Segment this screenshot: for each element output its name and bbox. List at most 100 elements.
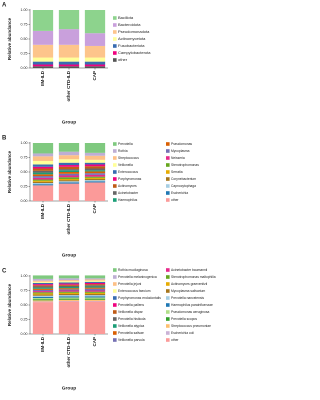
bar-segment: [32, 292, 54, 294]
legend-label: Corynebacterium: [171, 177, 196, 181]
bar-segment: [32, 300, 54, 302]
bar-segment: [58, 166, 80, 170]
y-tick-label: 0.75: [21, 155, 28, 159]
bar-segment: [84, 176, 106, 178]
legend-label: Actinomyces: [118, 184, 137, 188]
bar-segment: [32, 281, 54, 283]
legend-swatch: [113, 289, 117, 293]
x-tick-label: CAP: [92, 71, 97, 81]
y-tick-label: 0.50: [21, 37, 28, 41]
legend-label: Prevotella melaninogenica: [118, 275, 157, 279]
legend-label: Rothia: [118, 149, 128, 153]
bar-segment: [32, 143, 54, 154]
legend-swatch: [166, 156, 170, 160]
legend-swatch: [113, 317, 117, 321]
bar-segment: [32, 301, 54, 303]
bar-segment: [84, 293, 106, 296]
x-tick-label: IIM-ILD: [40, 70, 45, 86]
legend-swatch: [166, 310, 170, 314]
legend-label: Prevotella pallens: [118, 303, 144, 307]
legend-label: Actinomyces graevenitzii: [171, 282, 208, 286]
legend-label: Veillonella parvula: [118, 338, 145, 342]
x-tick-label: IIM-ILD: [40, 336, 45, 352]
panel-label: C: [2, 269, 7, 275]
legend-label: Neisseria: [171, 156, 185, 160]
bar-segment: [84, 300, 106, 302]
legend-label: Capnocytophaga: [171, 184, 196, 188]
legend-label: Prevotella nanceiensis: [171, 296, 204, 300]
bar-segment: [32, 291, 54, 293]
bar-segment: [84, 182, 106, 201]
bar-segment: [32, 278, 54, 281]
bar-segment: [58, 281, 80, 283]
legend-swatch: [166, 184, 170, 188]
bar-segment: [58, 289, 80, 291]
bar-segment: [32, 153, 54, 157]
bar-segment: [84, 164, 106, 167]
bar-segment: [32, 184, 54, 186]
y-tick-label: 0.00: [21, 332, 28, 336]
legend-label: Bacteroidota: [118, 22, 141, 27]
legend-label: Veillonella dispar: [118, 310, 144, 314]
bar-segment: [32, 170, 54, 173]
legend-swatch: [166, 268, 170, 272]
legend-label: Enterococcus faecium: [118, 289, 151, 293]
legend-swatch: [166, 275, 170, 279]
bar-segment: [84, 61, 106, 65]
bar-segment: [32, 164, 54, 167]
legend-swatch: [113, 142, 117, 146]
bar-segment: [32, 172, 54, 175]
bar-segment: [32, 295, 54, 297]
bar-segment: [58, 10, 80, 30]
legend-swatch: [113, 30, 117, 34]
legend-label: Haemophilus: [118, 198, 138, 202]
y-tick-label: 1.00: [21, 8, 28, 12]
legend-label: Mycoplasma salivarium: [171, 289, 206, 293]
bar-segment: [58, 295, 80, 297]
legend-label: Veillonella: [118, 163, 133, 167]
legend-swatch: [113, 303, 117, 307]
bar-segment: [84, 291, 106, 293]
legend-swatch: [113, 156, 117, 160]
bar-segment: [32, 166, 54, 169]
legend-label: Pseudomonas aeruginosa: [171, 310, 209, 314]
bar-segment: [84, 292, 106, 294]
bar-segment: [58, 301, 80, 334]
x-tick-label: CAP: [92, 337, 97, 347]
legend-label: Acinetobacter: [118, 191, 139, 195]
legend-swatch: [113, 177, 117, 181]
bar-segment: [32, 275, 54, 279]
bar-segment: [58, 175, 80, 178]
y-axis-title: Relative abundance: [7, 150, 12, 193]
bar-segment: [32, 302, 54, 334]
bar-segment: [58, 177, 80, 179]
bar-segment: [58, 278, 80, 281]
legend-label: Haemophilus parainfluenzae: [171, 303, 213, 307]
bar-segment: [84, 173, 106, 175]
bar-segment: [32, 156, 54, 161]
bar-segment: [32, 176, 54, 178]
bar-segment: [58, 162, 80, 166]
legend-swatch: [113, 170, 117, 174]
legend-label: Enterococcus: [118, 170, 138, 174]
legend-swatch: [166, 282, 170, 286]
panel-label: A: [2, 3, 7, 9]
bar-segment: [58, 29, 80, 45]
bar-segment: [32, 280, 54, 282]
bar-segment: [58, 293, 80, 296]
legend-swatch: [166, 296, 170, 300]
bar-segment: [84, 279, 106, 281]
bar-segment: [84, 178, 106, 181]
x-tick-label: other CTD-ILD: [66, 70, 71, 101]
legend-label: Veillonella atypica: [118, 324, 144, 328]
bar-segment: [58, 287, 80, 289]
legend-swatch: [113, 324, 117, 328]
legend-swatch: [113, 338, 117, 342]
legend-label: other: [171, 338, 179, 342]
legend-label: Prevotella scopos: [171, 317, 197, 321]
bar-segment: [32, 181, 54, 184]
bar-segment: [32, 285, 54, 287]
x-tick-label: other CTD-ILD: [66, 336, 71, 367]
legend-swatch: [166, 142, 170, 146]
bar-segment: [32, 286, 54, 288]
